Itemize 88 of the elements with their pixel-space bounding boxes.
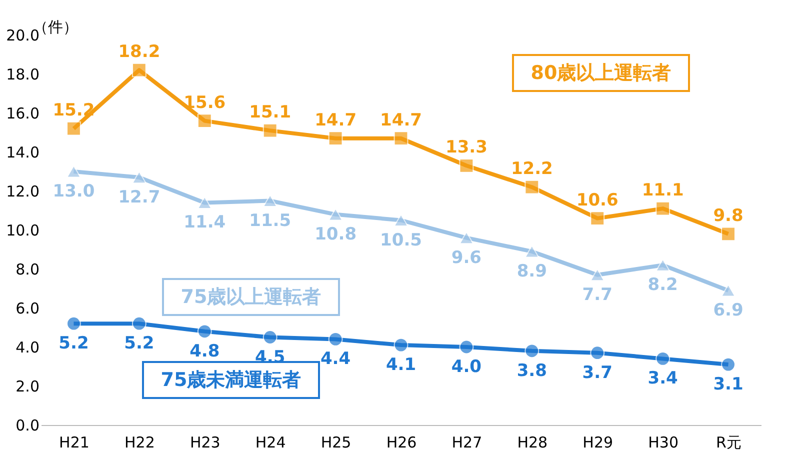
data-label: 3.8: [516, 360, 547, 381]
data-label: 14.7: [314, 110, 357, 130]
point: [66, 316, 81, 331]
data-label: 15.1: [249, 102, 292, 123]
data-label: 4.0: [451, 357, 482, 377]
y-tick-label: 10.0: [6, 222, 40, 240]
point: [262, 194, 278, 208]
x-tick-label: H30: [648, 434, 679, 452]
data-label: 7.7: [582, 284, 612, 305]
point: [132, 62, 146, 78]
series-label: 75歳未満運転者: [160, 369, 302, 391]
data-label: 10.6: [576, 190, 618, 210]
point: [197, 114, 212, 128]
data-label: 12.2: [510, 159, 553, 180]
point: [66, 165, 81, 178]
point: [721, 226, 736, 242]
x-tick-label: H27: [452, 434, 482, 452]
text: 80歳以上運転者: [530, 62, 672, 84]
point: [590, 268, 605, 282]
data-label: 15.6: [184, 92, 226, 113]
data-label: 10.8: [314, 224, 357, 244]
data-label: 9.8: [713, 206, 744, 226]
y-tick-label: 0.0: [16, 416, 40, 434]
point: [524, 344, 540, 358]
data-label: 3.1: [713, 374, 744, 395]
point: [721, 284, 736, 297]
data-label: 18.2: [118, 42, 160, 62]
point: [656, 352, 670, 366]
x-tick-label: H22: [124, 434, 155, 452]
point: [459, 340, 474, 354]
point: [262, 123, 278, 138]
point: [656, 258, 670, 272]
data-label: 8.9: [516, 261, 547, 282]
x-tick-label: R元: [716, 434, 742, 452]
point: [262, 330, 278, 344]
data-label: 13.3: [445, 138, 488, 158]
point: [394, 214, 408, 227]
point: [459, 158, 474, 173]
data-label: 11.5: [249, 210, 292, 231]
point: [328, 131, 343, 146]
point: [132, 171, 146, 184]
data-label: 8.2: [648, 275, 678, 296]
point: [524, 245, 540, 258]
x-tick-label: H29: [582, 434, 614, 452]
point: [394, 131, 408, 146]
data-label: 11.4: [184, 212, 226, 233]
point: [656, 201, 670, 216]
point: [524, 180, 540, 194]
data-label: 4.1: [386, 355, 416, 376]
x-tick-label: H21: [59, 434, 90, 452]
x-tick-label: H26: [386, 434, 417, 452]
point: [394, 338, 408, 352]
data-label: 11.1: [642, 180, 684, 201]
x-tick-label: H25: [320, 434, 352, 452]
point: [721, 357, 736, 372]
data-label: 9.6: [451, 248, 482, 268]
data-label: 3.4: [648, 368, 678, 389]
data-label: 6.9: [713, 300, 744, 320]
y-tick-label: 6.0: [16, 300, 40, 318]
data-label: 13.0: [52, 182, 95, 202]
point: [590, 346, 605, 360]
y-tick-label: 14.0: [6, 144, 40, 162]
y-tick-label: 4.0: [16, 338, 40, 356]
point: [590, 211, 605, 226]
data-label: 5.2: [58, 334, 89, 354]
point: [328, 332, 343, 346]
point: [328, 208, 343, 221]
x-tick-label: H23: [190, 434, 220, 452]
point: [66, 121, 81, 136]
data-label: 4.4: [320, 349, 351, 370]
y-tick-label: 16.0: [6, 104, 40, 122]
data-label: 5.2: [124, 334, 154, 354]
data-label: 4.8: [190, 341, 220, 362]
text: 75歳以上運転者: [180, 286, 322, 308]
data-label: 14.7: [380, 110, 422, 130]
y-tick-label: 18.0: [6, 66, 40, 84]
y-tick-label: 8.0: [16, 260, 40, 278]
data-label: 3.7: [582, 362, 612, 383]
point: [132, 316, 146, 331]
y-tick-label: 12.0: [6, 182, 40, 200]
data-label: 10.5: [380, 230, 422, 250]
point: [197, 196, 212, 210]
y-tick-label: 2.0: [16, 378, 40, 396]
data-label: 12.7: [118, 187, 160, 208]
x-tick-label: H24: [255, 434, 286, 452]
point: [197, 324, 212, 339]
point: [459, 231, 474, 244]
x-tick-label: H28: [517, 434, 548, 452]
